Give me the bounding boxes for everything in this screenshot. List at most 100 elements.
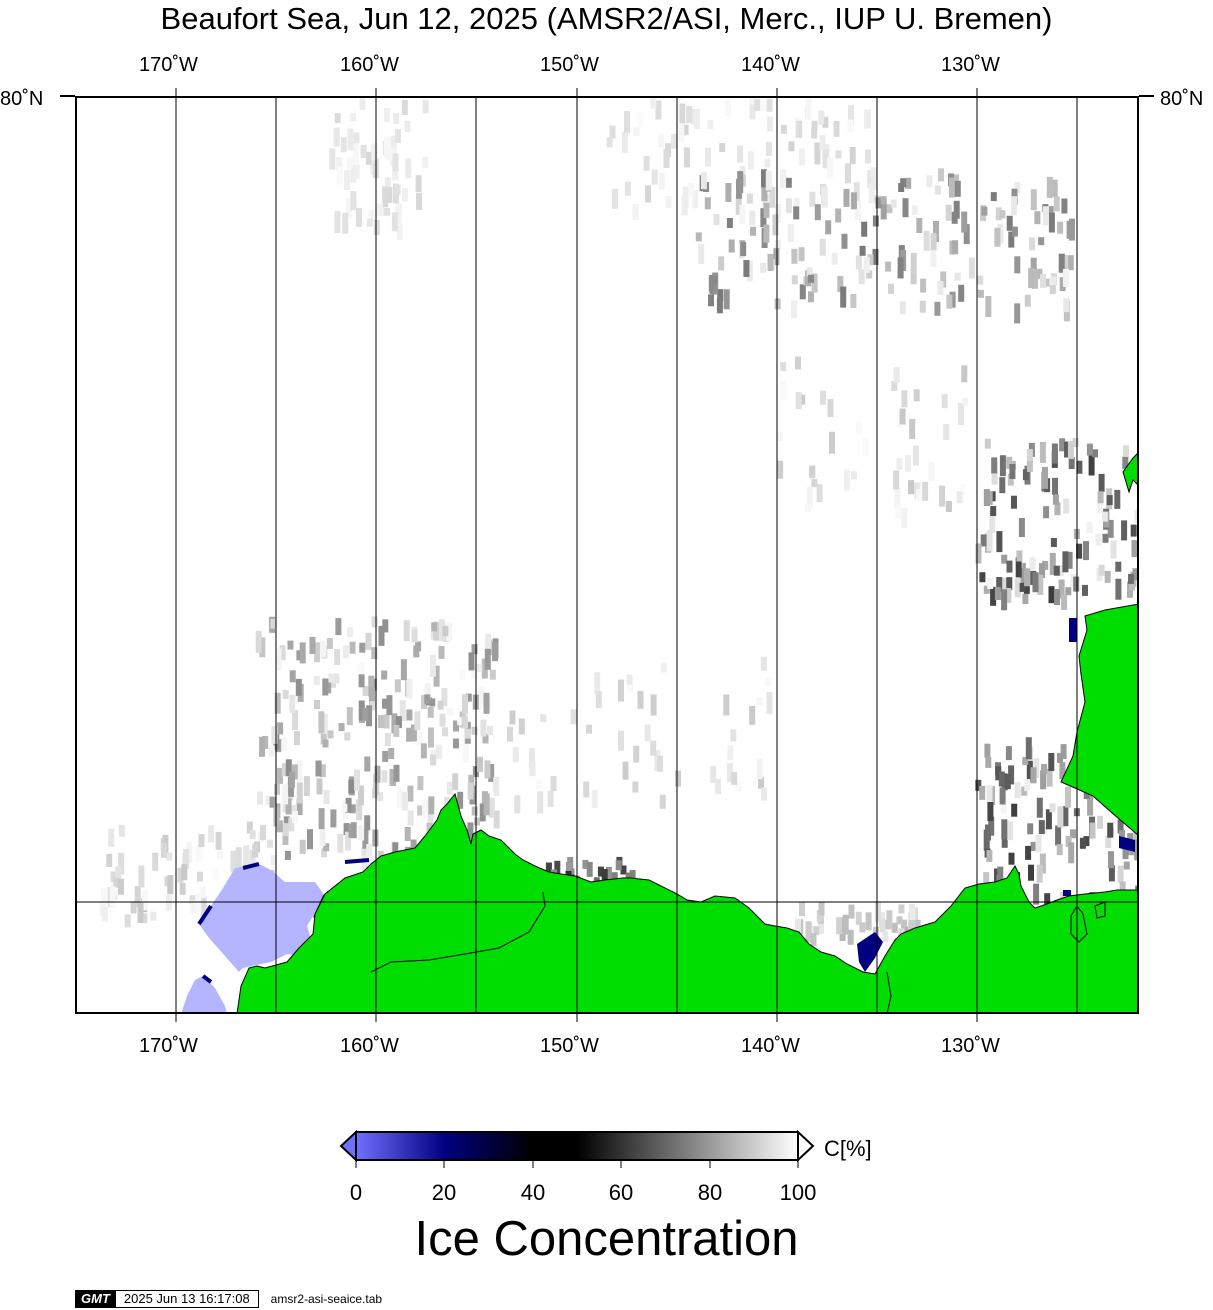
ice-cell bbox=[323, 790, 330, 804]
ice-cell bbox=[1006, 560, 1013, 573]
ice-cell bbox=[150, 911, 157, 921]
ice-cell bbox=[382, 698, 388, 709]
ice-cell bbox=[382, 619, 389, 633]
ice-cell bbox=[880, 196, 887, 205]
ice-cell bbox=[285, 798, 292, 815]
ice-cell bbox=[624, 181, 631, 196]
ice-cell bbox=[811, 479, 818, 488]
ice-cell bbox=[810, 933, 817, 946]
ice-cell bbox=[650, 96, 657, 109]
ice-cell bbox=[831, 252, 838, 265]
ice-cell bbox=[414, 711, 421, 731]
lon-label-bottom-130w: 130˚W bbox=[941, 1035, 1000, 1057]
ice-cell bbox=[840, 286, 847, 308]
ice-cell bbox=[994, 227, 1001, 247]
ice-cell bbox=[901, 508, 908, 529]
script-name: amsr2-asi-seaice.tab bbox=[270, 1292, 383, 1306]
ice-cell bbox=[1051, 443, 1058, 464]
ice-cell bbox=[850, 294, 857, 308]
ice-cell bbox=[1027, 823, 1034, 835]
ice-cell bbox=[118, 852, 125, 875]
ice-cell bbox=[393, 764, 400, 782]
ice-cell bbox=[943, 423, 950, 440]
ice-cell bbox=[401, 100, 408, 115]
ice-cell bbox=[411, 629, 418, 643]
ice-cell bbox=[806, 267, 813, 277]
colorbar-tick-60: 60 bbox=[608, 1180, 634, 1205]
ice-cell bbox=[1023, 581, 1030, 594]
ice-cell bbox=[1030, 767, 1037, 784]
ice-cell bbox=[885, 261, 892, 272]
ice-cell bbox=[718, 256, 725, 271]
ice-cell bbox=[424, 694, 431, 705]
ice-cell bbox=[827, 399, 834, 418]
ice-cell bbox=[606, 137, 613, 148]
ice-cell bbox=[477, 756, 483, 772]
ice-cell bbox=[1006, 215, 1013, 231]
ice-cell bbox=[429, 698, 436, 707]
ice-cell bbox=[894, 487, 901, 509]
ice-cell bbox=[1021, 786, 1028, 796]
ice-cell bbox=[323, 843, 330, 852]
ice-cell bbox=[468, 652, 475, 671]
ice-cell bbox=[395, 716, 402, 729]
ice-cell bbox=[540, 714, 547, 723]
ice-cell bbox=[326, 638, 333, 649]
ice-cell bbox=[259, 637, 266, 658]
ice-cell bbox=[359, 642, 366, 653]
ice-cell bbox=[839, 920, 846, 941]
ice-cell bbox=[424, 683, 431, 700]
ice-cell bbox=[995, 766, 1002, 781]
ice-cell bbox=[416, 731, 423, 745]
ice-cell bbox=[446, 707, 453, 716]
ice-cell bbox=[489, 669, 496, 680]
ice-cell bbox=[990, 586, 997, 606]
ice-cell bbox=[1067, 255, 1074, 271]
ice-cell bbox=[493, 776, 500, 796]
ice-cell bbox=[999, 787, 1006, 805]
ice-cell bbox=[1032, 572, 1039, 593]
ice-cell bbox=[113, 877, 120, 888]
ice-cell bbox=[528, 748, 535, 769]
ice-cell bbox=[1115, 561, 1122, 572]
ice-cell bbox=[808, 291, 814, 303]
ice-cell bbox=[1063, 298, 1070, 313]
ice-cell bbox=[961, 365, 968, 383]
ice-cell bbox=[809, 466, 815, 476]
ice-cell bbox=[1052, 477, 1058, 495]
ice-cell bbox=[893, 367, 900, 384]
ice-cell bbox=[1026, 449, 1033, 462]
ice-cell bbox=[1014, 256, 1021, 274]
ice-cell bbox=[189, 895, 196, 905]
ice-cell bbox=[333, 127, 340, 147]
ice-cell bbox=[774, 240, 781, 250]
ice-cell bbox=[350, 164, 357, 183]
ice-cell bbox=[749, 96, 756, 105]
ice-cell bbox=[780, 362, 787, 372]
ice-cell bbox=[1123, 861, 1130, 870]
ice-cell bbox=[766, 691, 773, 714]
ice-cell bbox=[795, 392, 802, 410]
ice-cell bbox=[322, 739, 329, 748]
ice-cell bbox=[492, 642, 498, 662]
ice-cell bbox=[320, 728, 327, 745]
ice-cell bbox=[679, 103, 686, 124]
ice-cell bbox=[958, 284, 965, 302]
ice-cell bbox=[1097, 815, 1104, 829]
ice-cell bbox=[483, 793, 490, 816]
ice-cell bbox=[1029, 557, 1036, 573]
ice-cell bbox=[358, 700, 365, 721]
ice-cell bbox=[1059, 438, 1066, 452]
ice-cell bbox=[152, 852, 159, 871]
ice-cell bbox=[1040, 770, 1047, 790]
ice-cell bbox=[756, 758, 763, 780]
ice-cell bbox=[818, 902, 825, 916]
ice-cell bbox=[945, 204, 952, 221]
ice-cell bbox=[134, 886, 141, 908]
ice-cell bbox=[287, 640, 294, 650]
ice-cell bbox=[847, 119, 854, 133]
ice-cell bbox=[933, 221, 939, 242]
gmt-logo: GMT bbox=[75, 1290, 116, 1308]
ice-cell bbox=[296, 799, 303, 816]
lon-label-top-130w: 130˚W bbox=[941, 54, 1000, 76]
